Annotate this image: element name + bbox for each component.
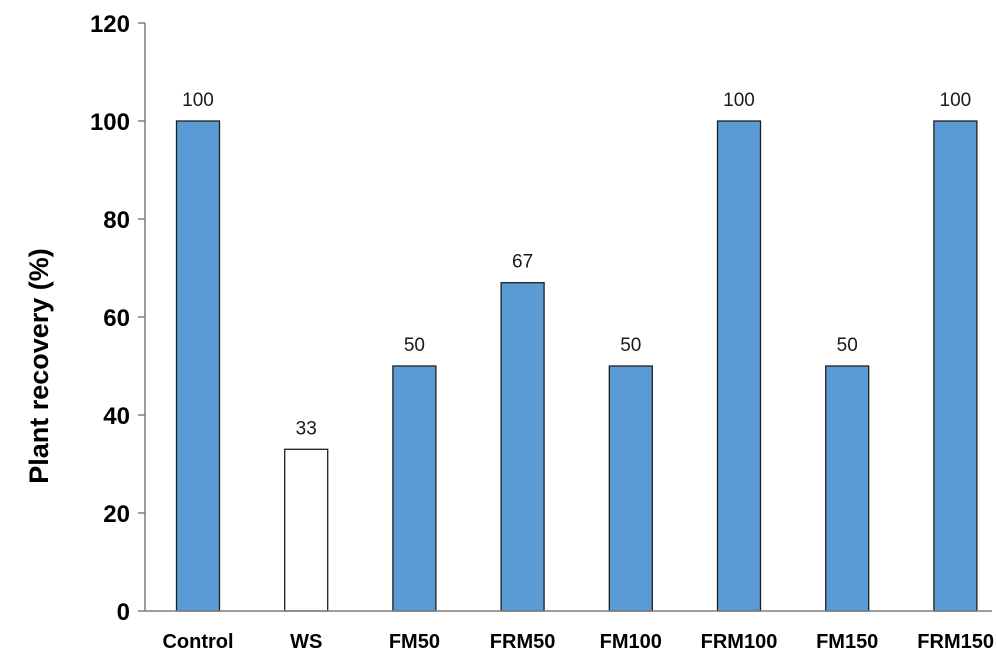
bars (175, 120, 978, 612)
x-tick-label: FRM50 (490, 631, 556, 653)
y-axis-title: Plant recovery (%) (24, 248, 54, 484)
x-tick-label: FM100 (600, 631, 662, 653)
x-tick-label: FRM100 (701, 631, 778, 653)
y-tick-label: 120 (90, 11, 130, 38)
bar-fm50 (392, 365, 437, 612)
y-tick-label: 40 (103, 403, 130, 430)
bar-frm50 (500, 282, 545, 612)
bar-fm100 (608, 365, 653, 612)
data-label: 33 (296, 418, 317, 439)
y-tick-label: 60 (103, 305, 130, 332)
y-tick-label: 20 (103, 501, 130, 528)
data-label: 100 (940, 90, 972, 111)
x-axis-ticks: Control WS FM50 FRM50 FM100 FRM100 FM150 FRM150 (162, 631, 994, 653)
x-tick-label: FRM150 (917, 631, 994, 653)
data-label: 100 (182, 90, 214, 111)
bar-ws (284, 448, 329, 612)
data-label: 50 (620, 335, 641, 356)
bar-fm150 (825, 365, 870, 612)
y-axis-ticks: 0 20 40 60 80 100 120 (90, 11, 145, 626)
y-tick-label: 0 (117, 599, 130, 626)
x-tick-label: FM150 (816, 631, 878, 653)
bar-frm100 (716, 120, 762, 612)
data-labels: 100 33 50 67 50 100 50 100 (182, 90, 971, 439)
x-tick-label: Control (162, 631, 233, 653)
bar-frm150 (933, 120, 978, 612)
data-label: 100 (723, 90, 755, 111)
x-tick-label: WS (290, 631, 322, 653)
x-tick-label: FM50 (389, 631, 440, 653)
data-label: 50 (837, 335, 858, 356)
y-tick-label: 100 (90, 109, 130, 136)
bar-control (175, 120, 221, 612)
data-label: 67 (512, 252, 533, 273)
y-tick-label: 80 (103, 207, 130, 234)
data-label: 50 (404, 335, 425, 356)
